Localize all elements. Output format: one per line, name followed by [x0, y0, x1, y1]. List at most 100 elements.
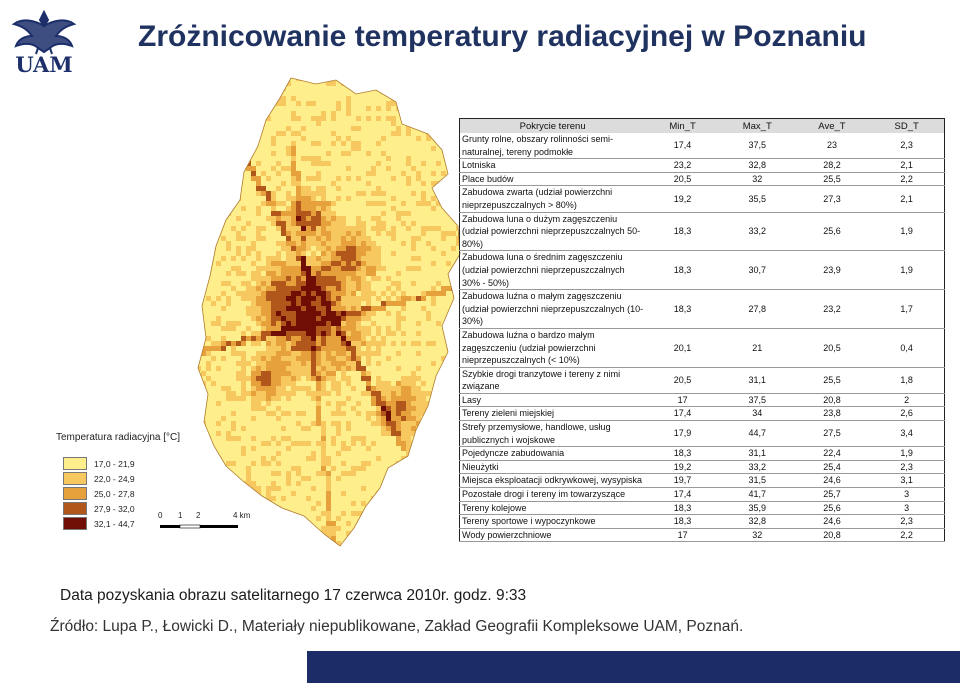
map-cell — [386, 236, 391, 241]
map-cell — [326, 391, 331, 396]
map-cell — [296, 206, 301, 211]
map-cell — [436, 206, 441, 211]
map-cell — [206, 291, 211, 296]
map-cell — [296, 461, 301, 466]
map-cell — [301, 536, 306, 541]
map-cell — [301, 411, 306, 416]
map-cell — [361, 246, 366, 251]
map-cell — [361, 476, 366, 481]
map-cell — [281, 341, 286, 346]
map-cell — [211, 146, 216, 151]
map-cell — [451, 191, 456, 196]
map-cell — [376, 391, 381, 396]
map-cell — [331, 136, 336, 141]
map-cell — [211, 276, 216, 281]
map-cell — [331, 396, 336, 401]
map-cell — [211, 386, 216, 391]
map-cell — [391, 486, 396, 491]
map-cell — [261, 246, 266, 251]
map-cell — [266, 441, 271, 446]
map-cell — [226, 356, 231, 361]
map-cell — [246, 101, 251, 106]
map-cell — [321, 136, 326, 141]
map-cell — [431, 121, 436, 126]
map-cell — [396, 311, 401, 316]
page-title: Zróżnicowanie temperatury radiacyjnej w … — [138, 20, 867, 54]
map-cell — [311, 446, 316, 451]
map-cell — [321, 141, 326, 146]
map-cell — [381, 381, 386, 386]
map-cell — [216, 496, 221, 501]
map-cell — [331, 111, 336, 116]
map-cell — [306, 116, 311, 121]
map-cell — [241, 386, 246, 391]
map-cell — [271, 316, 276, 321]
map-cell — [386, 521, 391, 526]
map-cell — [446, 506, 451, 511]
map-cell — [301, 116, 306, 121]
map-cell — [356, 416, 361, 421]
map-cell — [331, 166, 336, 171]
map-cell — [291, 371, 296, 376]
map-cell — [216, 111, 221, 116]
map-cell — [381, 431, 386, 436]
map-cell — [431, 306, 436, 311]
map-cell — [356, 266, 361, 271]
map-cell — [431, 221, 436, 226]
map-cell — [331, 421, 336, 426]
map-cell — [406, 211, 411, 216]
map-cell — [196, 411, 201, 416]
map-cell — [281, 281, 286, 286]
map-cell — [411, 121, 416, 126]
map-cell — [381, 341, 386, 346]
map-cell — [396, 451, 401, 456]
map-cell — [451, 496, 456, 501]
map-cell — [311, 96, 316, 101]
map-cell — [266, 241, 271, 246]
map-cell — [321, 496, 326, 501]
map-cell — [446, 361, 451, 366]
map-cell — [286, 491, 291, 496]
map-cell — [446, 431, 451, 436]
map-cell — [311, 181, 316, 186]
map-cell — [261, 251, 266, 256]
map-cell — [346, 101, 351, 106]
map-cell — [221, 471, 226, 476]
map-cell — [226, 341, 231, 346]
map-cell — [376, 431, 381, 436]
map-cell — [426, 86, 431, 91]
map-cell — [216, 476, 221, 481]
map-cell — [241, 136, 246, 141]
map-cell — [291, 231, 296, 236]
map-cell — [291, 91, 296, 96]
map-cell — [206, 116, 211, 121]
map-cell — [331, 531, 336, 536]
map-cell — [211, 501, 216, 506]
map-cell — [286, 136, 291, 141]
map-cell — [326, 246, 331, 251]
map-cell — [216, 141, 221, 146]
map-cell — [306, 246, 311, 251]
map-cell — [241, 81, 246, 86]
map-cell — [216, 116, 221, 121]
map-cell — [356, 216, 361, 221]
map-cell — [221, 326, 226, 331]
map-cell — [226, 366, 231, 371]
map-cell — [281, 291, 286, 296]
map-cell — [316, 256, 321, 261]
map-cell — [416, 451, 421, 456]
map-cell — [381, 236, 386, 241]
map-cell — [276, 281, 281, 286]
map-cell — [281, 76, 286, 81]
map-cell — [336, 531, 341, 536]
map-cell — [256, 231, 261, 236]
map-cell — [246, 141, 251, 146]
map-cell — [441, 286, 446, 291]
map-cell — [371, 331, 376, 336]
map-cell — [341, 526, 346, 531]
map-cell — [241, 256, 246, 261]
map-cell — [416, 181, 421, 186]
map-cell — [366, 471, 371, 476]
map-cell — [346, 221, 351, 226]
map-cell — [301, 501, 306, 506]
